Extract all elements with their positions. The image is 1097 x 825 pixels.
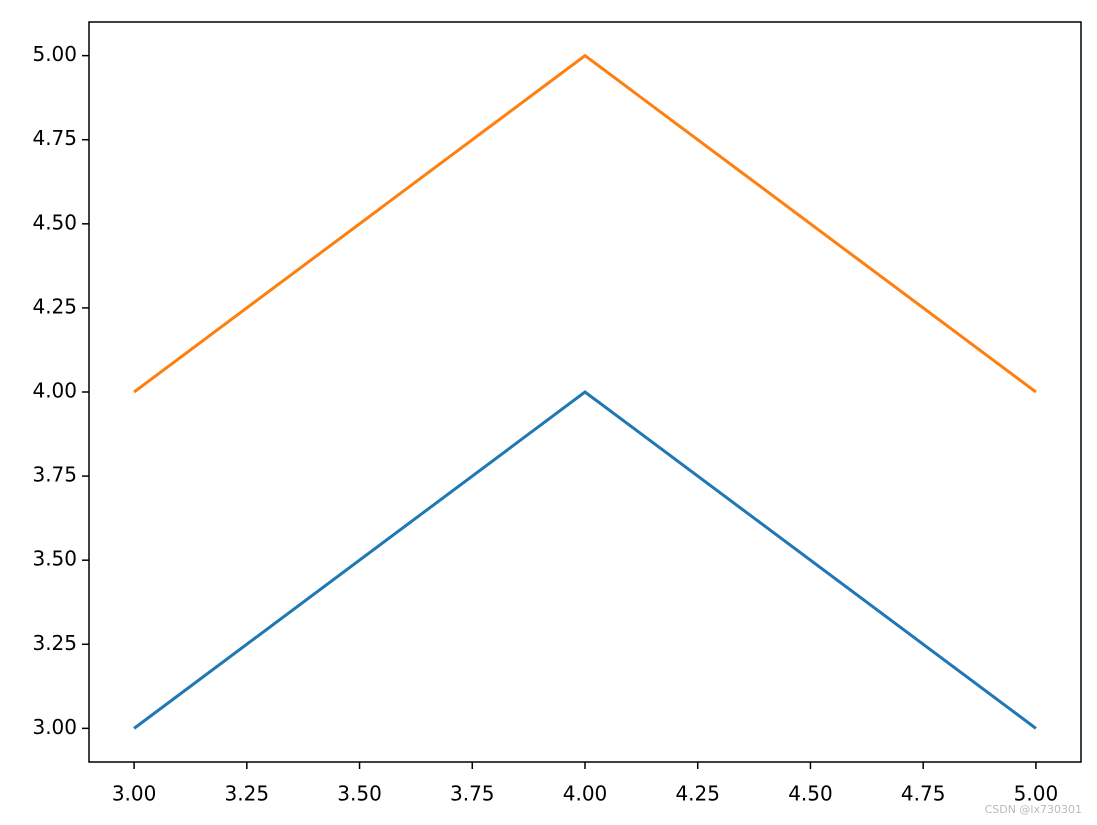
- y-tick-label: 3.25: [32, 631, 77, 655]
- y-tick-label: 4.25: [32, 294, 77, 318]
- x-tick-label: 3.00: [112, 782, 157, 806]
- x-tick-label: 5.00: [1014, 782, 1059, 806]
- x-tick-label: 4.00: [563, 782, 608, 806]
- x-tick-label: 4.50: [788, 782, 833, 806]
- y-tick-label: 4.50: [32, 210, 77, 234]
- line-series: [133, 390, 1037, 730]
- x-tick-label: 3.25: [225, 782, 270, 806]
- x-tick-label: 3.75: [450, 782, 495, 806]
- y-tick-label: 3.75: [32, 463, 77, 487]
- y-tick-label: 5.00: [32, 42, 77, 66]
- y-tick-label: 3.50: [32, 547, 77, 571]
- x-tick-label: 4.25: [675, 782, 720, 806]
- y-tick-label: 4.75: [32, 126, 77, 150]
- y-tick-label: 4.00: [32, 379, 77, 403]
- y-tick-label: 3.00: [32, 715, 77, 739]
- x-tick-label: 4.75: [901, 782, 946, 806]
- watermark: CSDN @lx730301: [985, 803, 1082, 816]
- line-series: [133, 53, 1037, 394]
- x-tick-label: 3.50: [337, 782, 382, 806]
